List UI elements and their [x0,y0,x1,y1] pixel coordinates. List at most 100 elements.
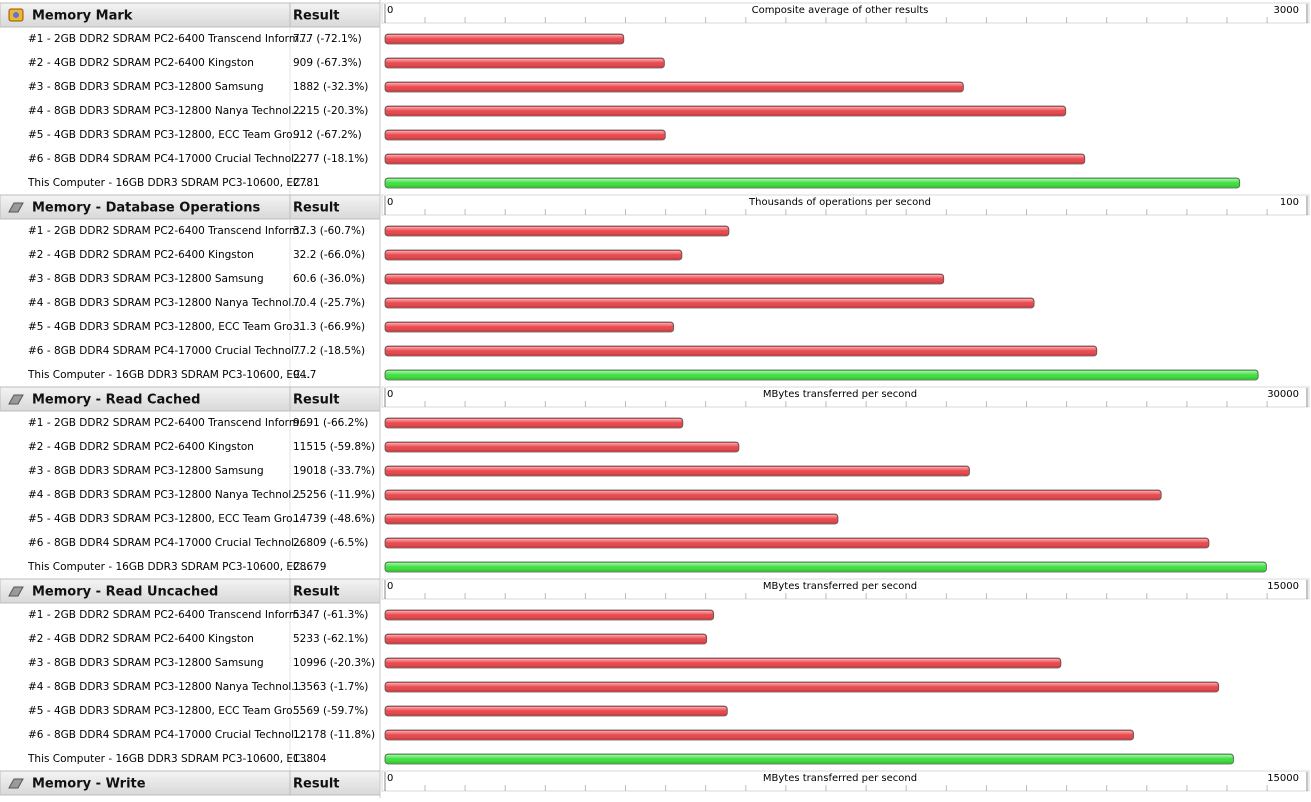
bar-shine [386,515,837,523]
section-icon [8,202,24,213]
row-label: #3 - 8GB DDR3 SDRAM PC3-12800 Samsung [28,657,264,669]
bar-shine [386,467,969,475]
row-label: #2 - 4GB DDR2 SDRAM PC2-6400 Kingston [28,249,254,261]
row-label: #4 - 8GB DDR3 SDRAM PC3-12800 Nanya Tech… [28,105,301,117]
bar-shine [386,755,1233,763]
bar-shine [386,659,1060,667]
section-icon [8,394,24,405]
row-label: #2 - 4GB DDR2 SDRAM PC2-6400 Kingston [28,57,254,69]
row-result: 2215 (-20.3%) [293,105,368,117]
column-header: Result [293,393,340,408]
axis-tick-label: 0 [387,5,393,16]
bar-shine [386,179,1239,187]
row-result: 777 (-72.1%) [293,33,362,45]
section-icon-detail [13,12,19,18]
row-result: 912 (-67.2%) [293,129,362,141]
axis-strip [381,194,1310,216]
row-label: #4 - 8GB DDR3 SDRAM PC3-12800 Nanya Tech… [28,681,301,693]
bar-shine [386,59,664,67]
row-result: 94.7 [293,369,316,381]
axis-strip [381,770,1310,792]
row-result: 5569 (-59.7%) [293,705,368,717]
bar-shine [386,683,1218,691]
bar-shine [386,107,1065,115]
axis-tick-label: 15000 [1267,581,1299,592]
bar-shine [386,371,1258,379]
row-result: 31.3 (-66.9%) [293,321,365,333]
axis-strip [381,2,1310,24]
section-title: Memory - Write [32,777,146,792]
row-label: #1 - 2GB DDR2 SDRAM PC2-6400 Transcend I… [28,417,309,429]
row-label: This Computer - 16GB DDR3 SDRAM PC3-1060… [27,177,310,189]
row-label: This Computer - 16GB DDR3 SDRAM PC3-1060… [27,753,310,765]
row-label: #2 - 4GB DDR2 SDRAM PC2-6400 Kingston [28,441,254,453]
section-icon [8,778,24,789]
row-label: This Computer - 16GB DDR3 SDRAM PC3-1060… [27,561,310,573]
row-result: 26809 (-6.5%) [293,537,368,549]
row-result: 2781 [293,177,320,189]
row-label: #3 - 8GB DDR3 SDRAM PC3-12800 Samsung [28,81,264,93]
bar-shine [386,323,673,331]
row-label: #1 - 2GB DDR2 SDRAM PC2-6400 Transcend I… [28,609,309,621]
column-header: Result [293,585,340,600]
bar-shine [386,83,963,91]
axis-tick-label: 100 [1280,197,1299,208]
row-result: 28679 [293,561,326,573]
bar-shine [386,611,713,619]
row-result: 70.4 (-25.7%) [293,297,365,309]
row-label: #3 - 8GB DDR3 SDRAM PC3-12800 Samsung [28,465,264,477]
row-result: 11515 (-59.8%) [293,441,375,453]
row-result: 9691 (-66.2%) [293,417,368,429]
row-result: 13804 [293,753,327,765]
row-result: 25256 (-11.9%) [293,489,375,501]
bar-shine [386,299,1034,307]
axis-label: Thousands of operations per second [748,197,931,208]
row-label: #5 - 4GB DDR3 SDRAM PC3-12800, ECC Team … [28,705,302,717]
row-label: #4 - 8GB DDR3 SDRAM PC3-12800 Nanya Tech… [28,297,301,309]
bar-shine [386,539,1208,547]
bar-shine [386,491,1161,499]
axis-label: MBytes transferred per second [763,581,917,592]
header-background [0,194,381,220]
bar-shine [386,707,727,715]
axis-tick-label: 0 [387,197,393,208]
row-label: #3 - 8GB DDR3 SDRAM PC3-12800 Samsung [28,273,264,285]
axis-tick-label: 15000 [1267,773,1299,784]
bar-shine [386,35,623,43]
bar-shine [386,275,943,283]
axis-tick-label: 0 [387,773,393,784]
row-label: #4 - 8GB DDR3 SDRAM PC3-12800 Nanya Tech… [28,489,301,501]
axis-label: MBytes transferred per second [763,389,917,400]
row-result: 32.2 (-66.0%) [293,249,365,261]
section-icon [8,586,24,597]
column-header: Result [293,777,340,792]
row-label: #5 - 4GB DDR3 SDRAM PC3-12800, ECC Team … [28,321,302,333]
row-result: 14739 (-48.6%) [293,513,375,525]
row-result: 10996 (-20.3%) [293,657,375,669]
bar-shine [386,347,1096,355]
row-label: #6 - 8GB DDR4 SDRAM PC4-17000 Crucial Te… [28,729,304,741]
axis-label: MBytes transferred per second [763,773,917,784]
bar-shine [386,563,1266,571]
bar-shine [386,731,1133,739]
column-header: Result [293,201,340,216]
row-label: #1 - 2GB DDR2 SDRAM PC2-6400 Transcend I… [28,225,309,237]
section-title: Memory - Database Operations [32,201,260,216]
section-title: Memory - Read Uncached [32,585,218,600]
section-title: Memory Mark [32,9,133,24]
axis-tick-label: 3000 [1274,5,1299,16]
row-label: #1 - 2GB DDR2 SDRAM PC2-6400 Transcend I… [28,33,309,45]
row-label: #2 - 4GB DDR2 SDRAM PC2-6400 Kingston [28,633,254,645]
row-result: 37.3 (-60.7%) [293,225,365,237]
bar-shine [386,227,728,235]
bar-shine [386,635,706,643]
row-label: #5 - 4GB DDR3 SDRAM PC3-12800, ECC Team … [28,513,302,525]
row-result: 19018 (-33.7%) [293,465,375,477]
row-result: 77.2 (-18.5%) [293,345,365,357]
header-background [0,386,381,412]
row-label: #6 - 8GB DDR4 SDRAM PC4-17000 Crucial Te… [28,537,304,549]
row-label: This Computer - 16GB DDR3 SDRAM PC3-1060… [27,369,310,381]
axis-tick-label: 0 [387,389,393,400]
